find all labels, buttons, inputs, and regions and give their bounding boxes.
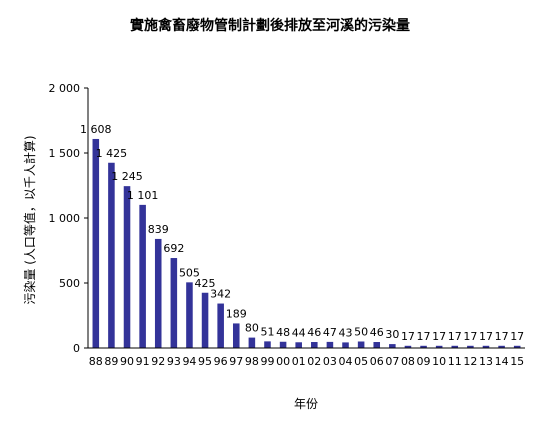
x-tick-label: 10 (432, 355, 446, 368)
data-label: 425 (195, 277, 216, 290)
x-tick-label: 88 (89, 355, 103, 368)
data-label: 1 425 (96, 147, 128, 160)
x-tick-label: 99 (260, 355, 274, 368)
data-label: 48 (276, 326, 290, 339)
chart-title: 實施禽畜廢物管制計劃後排放至河溪的污染量 (130, 17, 410, 34)
bar (186, 282, 193, 348)
y-tick-label: 2 000 (49, 82, 81, 95)
x-tick-label: 92 (151, 355, 165, 368)
x-axis-categories: 88 89 90 91 92 93 94 95 96 97 98 99 00 01 02 03 04 05 06 07… (89, 355, 524, 368)
x-tick-label: 96 (214, 355, 228, 368)
bar (513, 345, 521, 348)
bar (342, 342, 349, 348)
x-tick-label: 08 (401, 355, 415, 368)
x-tick-label: 90 (120, 355, 134, 368)
x-axis-title: 年份 (294, 397, 318, 411)
x-tick-label: 98 (245, 355, 259, 368)
data-label: 1 245 (111, 170, 143, 183)
data-label: 50 (354, 326, 368, 339)
data-label: 692 (163, 242, 184, 255)
bar (295, 342, 302, 348)
bar (92, 138, 100, 348)
bar (326, 341, 334, 348)
bar (139, 204, 146, 348)
y-tick-label: 1 500 (49, 147, 81, 160)
data-label: 17 (510, 330, 524, 343)
x-tick-label: 05 (354, 355, 368, 368)
data-label: 17 (479, 330, 493, 343)
bar (248, 337, 256, 348)
x-tick-label: 03 (323, 355, 337, 368)
bar (482, 345, 490, 348)
data-label: 17 (417, 330, 431, 343)
data-label: 342 (210, 288, 231, 301)
y-tick-label: 1 000 (49, 212, 81, 225)
data-label: 505 (179, 266, 200, 279)
bar (357, 341, 365, 348)
bar (467, 345, 474, 348)
bar (264, 341, 271, 348)
data-label: 80 (245, 322, 259, 335)
data-label: 1 608 (80, 123, 112, 136)
data-label: 17 (495, 330, 509, 343)
bar (435, 345, 443, 348)
bar (123, 186, 131, 348)
x-tick-label: 09 (417, 355, 431, 368)
bar (389, 344, 396, 348)
data-label: 47 (323, 326, 337, 339)
bar (404, 345, 412, 348)
bar (311, 342, 318, 348)
x-tick-label: 89 (104, 355, 118, 368)
x-tick-label: 14 (495, 355, 509, 368)
data-label: 17 (432, 330, 446, 343)
x-tick-label: 93 (167, 355, 181, 368)
x-tick-label: 00 (276, 355, 290, 368)
data-label: 43 (339, 326, 353, 339)
bar (232, 323, 240, 348)
data-label: 189 (226, 307, 247, 320)
x-tick-label: 97 (229, 355, 243, 368)
bar (373, 342, 381, 348)
data-label: 1 101 (127, 189, 159, 202)
bars (92, 138, 521, 348)
bar (420, 345, 427, 348)
x-tick-label: 15 (510, 355, 524, 368)
data-label: 17 (401, 330, 415, 343)
data-label: 17 (448, 330, 462, 343)
x-tick-label: 04 (339, 355, 353, 368)
bar (154, 238, 162, 348)
data-label: 44 (292, 326, 306, 339)
x-tick-label: 94 (182, 355, 196, 368)
y-axis-title: 污染量 (人口等值，以千人計算) (22, 135, 37, 304)
x-tick-label: 07 (385, 355, 399, 368)
data-label: 46 (370, 326, 384, 339)
x-tick-label: 02 (307, 355, 321, 368)
x-tick-label: 13 (479, 355, 493, 368)
bar (108, 162, 115, 348)
data-label: 51 (260, 325, 274, 338)
data-label: 46 (307, 326, 321, 339)
bar (201, 292, 209, 348)
bar (451, 345, 459, 348)
x-tick-label: 01 (292, 355, 306, 368)
x-tick-label: 95 (198, 355, 212, 368)
data-label: 30 (385, 328, 399, 341)
x-tick-label: 06 (370, 355, 384, 368)
bar (498, 345, 505, 348)
x-tick-label: 91 (136, 355, 150, 368)
data-label: 17 (463, 330, 477, 343)
y-axis-ticks: 0 500 1 000 1 500 2 000 (49, 82, 88, 355)
bar (217, 303, 224, 348)
x-tick-label: 11 (448, 355, 462, 368)
data-label: 839 (148, 223, 169, 236)
x-tick-label: 12 (463, 355, 477, 368)
bar (279, 341, 287, 348)
y-tick-label: 500 (59, 277, 80, 290)
bar (170, 258, 178, 348)
y-tick-label: 0 (73, 342, 80, 355)
